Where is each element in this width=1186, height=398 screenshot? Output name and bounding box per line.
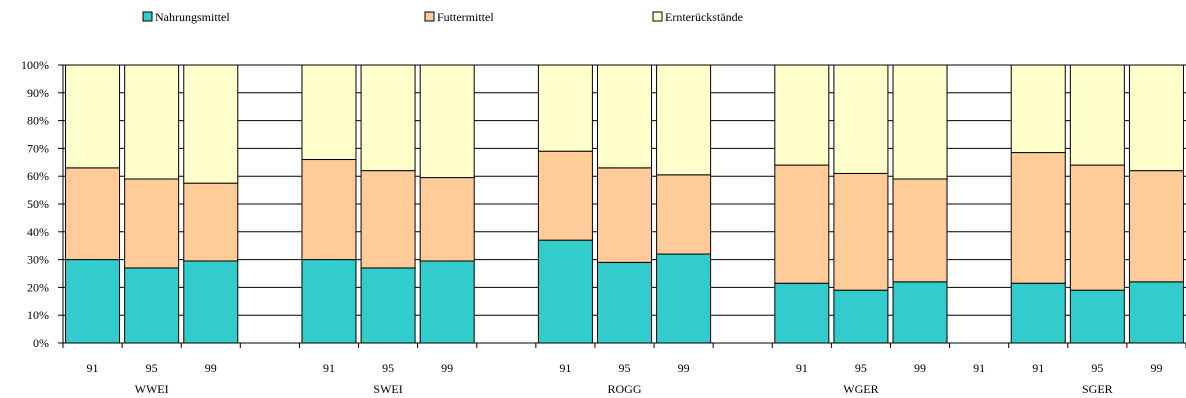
x-tick-label-6: 99 xyxy=(441,361,453,375)
x-tick-label-1: 95 xyxy=(146,361,158,375)
y-tick-label-20: 20% xyxy=(27,280,49,294)
x-tick-label-0: 91 xyxy=(87,361,99,375)
bar-sger-95-futtermittel xyxy=(1069,164,1125,291)
bar-wger-91-nahrungsmittel xyxy=(774,282,830,344)
bar-sger-99-ernterückstände xyxy=(1128,64,1184,172)
x-tick-label-4: 91 xyxy=(323,361,335,375)
x-tick-label-18: 99 xyxy=(1150,361,1162,375)
y-tick-label-80: 80% xyxy=(27,114,49,128)
y-tick-label-70: 70% xyxy=(27,141,49,155)
bar-wwei-95-nahrungsmittel xyxy=(124,267,180,344)
bar-wger-95-futtermittel xyxy=(833,172,889,291)
group-label-sger: SGER xyxy=(1082,382,1113,396)
bar-wwei-99-futtermittel xyxy=(183,182,239,262)
bar-wwei-99-nahrungsmittel xyxy=(183,260,239,344)
x-tick-label-17: 95 xyxy=(1091,361,1103,375)
bar-swei-91-nahrungsmittel xyxy=(301,259,357,344)
x-tick-label-2: 99 xyxy=(205,361,217,375)
bar-sger-91-futtermittel xyxy=(1010,152,1066,284)
bar-rogg-99-nahrungsmittel xyxy=(656,253,712,344)
legend-label-1: Futtermittel xyxy=(437,10,494,24)
legend-swatch-1 xyxy=(424,11,435,22)
legend-swatch-0 xyxy=(142,11,153,22)
x-tick-label-13: 95 xyxy=(855,361,867,375)
bar-wwei-91-futtermittel xyxy=(65,167,121,261)
bar-wger-95-nahrungsmittel xyxy=(833,289,889,344)
bar-swei-91-ernterückstände xyxy=(301,64,357,161)
legend-swatch-2 xyxy=(652,11,663,22)
bar-swei-91-futtermittel xyxy=(301,159,357,261)
bar-rogg-95-ernterückstände xyxy=(597,64,652,169)
y-tick-label-0: 0% xyxy=(33,336,49,350)
x-tick-label-16: 91 xyxy=(1032,361,1044,375)
y-tick-label-30: 30% xyxy=(27,253,49,267)
bar-rogg-95-nahrungsmittel xyxy=(597,261,652,344)
group-label-rogg: ROGG xyxy=(607,382,641,396)
y-tick-label-90: 90% xyxy=(27,86,49,100)
bar-sger-99-futtermittel xyxy=(1128,170,1184,283)
bar-sger-95-nahrungsmittel xyxy=(1069,289,1125,344)
bar-wger-95-ernterückstände xyxy=(833,64,889,174)
legend-label-2: Ernterückstände xyxy=(665,10,743,24)
y-tick-label-10: 10% xyxy=(27,308,49,322)
x-tick-label-12: 91 xyxy=(796,361,808,375)
bar-rogg-91-futtermittel xyxy=(537,150,593,241)
x-tick-label-10: 99 xyxy=(678,361,690,375)
bar-wger-91-futtermittel xyxy=(774,164,830,284)
bar-rogg-91-ernterückstände xyxy=(537,64,593,152)
bar-sger-99-nahrungsmittel xyxy=(1128,281,1184,344)
y-tick-label-60: 60% xyxy=(27,169,49,183)
x-tick-label-14: 99 xyxy=(914,361,926,375)
bar-swei-99-ernterückstände xyxy=(419,64,475,179)
bar-swei-95-futtermittel xyxy=(360,170,416,269)
x-tick-label-8: 91 xyxy=(559,361,571,375)
legend-label-0: Nahrungsmittel xyxy=(155,10,230,24)
group-label-swei: SWEI xyxy=(373,382,402,396)
bar-rogg-91-nahrungsmittel xyxy=(537,239,593,344)
bar-wger-99-ernterückstände xyxy=(892,64,948,180)
bar-wwei-95-futtermittel xyxy=(124,178,180,269)
bar-wwei-91-nahrungsmittel xyxy=(65,259,121,344)
bar-swei-99-futtermittel xyxy=(419,177,475,262)
y-tick-label-100: 100% xyxy=(21,58,49,72)
bar-rogg-99-futtermittel xyxy=(656,174,712,255)
y-tick-label-40: 40% xyxy=(27,225,49,239)
bar-sger-95-ernterückstände xyxy=(1069,64,1125,166)
group-label-wwei: WWEI xyxy=(135,382,169,396)
bar-wwei-91-ernterückstände xyxy=(65,64,121,169)
bar-sger-91-ernterückstände xyxy=(1010,64,1066,154)
group-label-wger: WGER xyxy=(843,382,878,396)
bar-wwei-99-ernterückstände xyxy=(183,64,239,184)
bar-wwei-95-ernterückstände xyxy=(124,64,180,180)
bar-swei-95-nahrungsmittel xyxy=(360,267,416,344)
y-tick-label-50: 50% xyxy=(27,197,49,211)
bar-sger-91-nahrungsmittel xyxy=(1010,282,1066,344)
x-tick-label-9: 95 xyxy=(619,361,631,375)
bar-swei-95-ernterückstände xyxy=(360,64,416,172)
bar-rogg-95-futtermittel xyxy=(597,167,652,263)
bar-swei-99-nahrungsmittel xyxy=(419,260,475,344)
bar-wger-99-nahrungsmittel xyxy=(892,281,948,344)
x-tick-label-15: 91 xyxy=(973,361,985,375)
x-tick-label-5: 95 xyxy=(382,361,394,375)
bar-rogg-99-ernterückstände xyxy=(656,64,712,176)
bar-wger-91-ernterückstände xyxy=(774,64,830,166)
bar-wger-99-futtermittel xyxy=(892,178,948,283)
